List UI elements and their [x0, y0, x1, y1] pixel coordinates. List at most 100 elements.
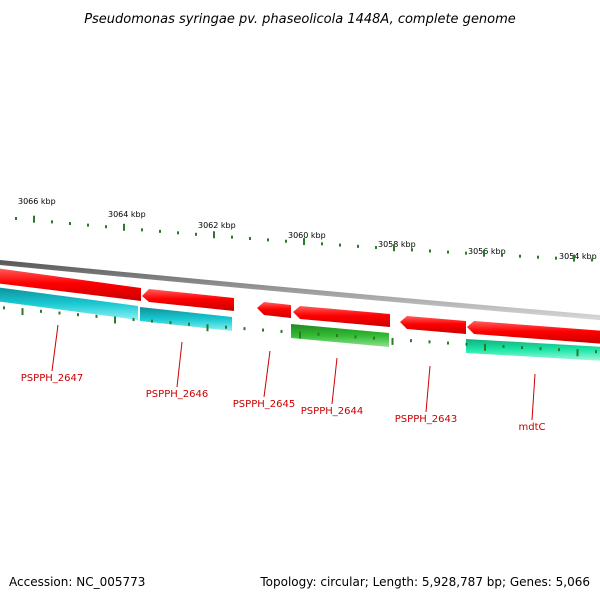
- scale-tick: [231, 235, 233, 239]
- scale-label: 3062 kbp: [198, 221, 236, 230]
- lower-tick: [299, 331, 301, 339]
- scale-tick: [321, 242, 323, 246]
- scale-tick: [249, 237, 251, 241]
- scale-ticks: 3066 kbp 3064 kbp 3062 kbp 3060 kbp 3058 kbp…: [15, 197, 597, 262]
- scale-label: 3054 kbp: [559, 252, 597, 261]
- lower-tick: [502, 344, 505, 348]
- lower-tick: [447, 341, 449, 345]
- lower-tick: [410, 339, 412, 343]
- gene-forward-1[interactable]: [0, 268, 141, 301]
- map-title: Pseudomonas syringae pv. phaseolicola 14…: [84, 12, 516, 27]
- genome-backbone: [0, 259, 600, 321]
- scale-tick: [339, 243, 341, 247]
- scale-tick: [429, 249, 431, 253]
- gene-PSPPH_2646[interactable]: [140, 307, 232, 331]
- scale-tick: [465, 251, 467, 255]
- lower-tick: [484, 343, 486, 351]
- lower-tick: [354, 335, 357, 339]
- scale-tick: [177, 231, 179, 235]
- lower-tick: [595, 350, 597, 354]
- lower-tick: [3, 306, 5, 310]
- gene-track: [0, 268, 600, 361]
- scale-tick: [267, 238, 269, 242]
- gene-mdtC[interactable]: [466, 339, 600, 361]
- scale-tick: [285, 239, 287, 243]
- scale-tick: [159, 229, 161, 233]
- scale-tick: [555, 256, 557, 260]
- lower-tick: [21, 308, 24, 316]
- callout-line: [331, 357, 338, 405]
- gene-forward-2[interactable]: [142, 289, 234, 311]
- scale-tick: [213, 231, 215, 239]
- accession-label: Accession: NC_005773: [9, 575, 145, 589]
- lower-tick: [262, 328, 264, 332]
- gene-callouts: PSPPH_2647 PSPPH_2646 PSPPH_2645 PSPPH_2644…: [21, 324, 546, 433]
- scale-tick: [105, 225, 107, 229]
- lower-tick: [95, 314, 98, 318]
- gene-forward-4[interactable]: [467, 321, 600, 344]
- scale-tick: [141, 228, 143, 232]
- lower-tick: [576, 349, 579, 357]
- scale-label: 3056 kbp: [468, 247, 506, 256]
- genome-info-label: Topology: circular; Length: 5,928,787 bp…: [259, 575, 590, 589]
- gene-forward-3[interactable]: [293, 306, 390, 327]
- lower-tick: [114, 316, 116, 324]
- callout-line: [531, 373, 536, 421]
- lower-tick: [428, 340, 431, 344]
- callout-line: [176, 341, 183, 388]
- scale-label: 3060 kbp: [288, 231, 326, 240]
- lower-tick: [169, 321, 172, 325]
- gene-label[interactable]: PSPPH_2647: [21, 373, 83, 384]
- lower-tick: [391, 337, 394, 345]
- lower-tick: [465, 342, 468, 346]
- scale-tick: [411, 248, 413, 252]
- scale-tick: [447, 250, 449, 254]
- scale-tick: [501, 253, 503, 257]
- scale-tick: [357, 244, 359, 248]
- gene-PSPPH_2647[interactable]: [0, 287, 138, 320]
- scale-tick: [15, 217, 17, 220]
- gene-PSPPH_2645[interactable]: [257, 302, 291, 318]
- scale-tick: [591, 258, 593, 262]
- scale-tick: [69, 222, 71, 226]
- lower-tick: [336, 334, 338, 338]
- scale-tick: [195, 232, 197, 236]
- callout-line: [51, 324, 59, 372]
- scale-tick: [33, 215, 35, 223]
- gene-label[interactable]: PSPPH_2643: [395, 414, 457, 425]
- lower-tick: [539, 347, 542, 351]
- scale-tick: [123, 223, 125, 231]
- scale-tick: [87, 223, 89, 227]
- lower-tick: [132, 318, 135, 322]
- lower-tick: [58, 311, 61, 315]
- scale-tick: [537, 255, 539, 259]
- scale-tick: [393, 244, 395, 252]
- lower-tick: [521, 346, 523, 350]
- gene-label[interactable]: PSPPH_2646: [146, 389, 208, 400]
- gene-PSPPH_2643[interactable]: [400, 316, 466, 334]
- lower-tick: [225, 325, 227, 329]
- scale-tick: [573, 254, 575, 262]
- lower-tick: [373, 336, 375, 340]
- gene-label[interactable]: PSPPH_2644: [301, 406, 363, 417]
- callout-line: [425, 365, 431, 413]
- scale-tick: [303, 238, 305, 246]
- lower-tick: [151, 319, 153, 323]
- lower-tick: [280, 329, 283, 333]
- scale-tick: [519, 254, 521, 258]
- lower-tick: [243, 327, 246, 331]
- gene-label[interactable]: PSPPH_2645: [233, 399, 295, 410]
- lower-tick: [40, 309, 42, 313]
- callout-line: [263, 350, 271, 398]
- lower-ticks: [3, 306, 597, 357]
- lower-tick: [77, 313, 79, 317]
- scale-label: 3058 kbp: [378, 240, 416, 249]
- gene-label[interactable]: mdtC: [519, 422, 546, 433]
- lower-tick: [317, 332, 320, 336]
- lower-tick: [558, 348, 560, 352]
- gene-PSPPH_2644[interactable]: [291, 324, 389, 347]
- lower-tick: [188, 322, 190, 326]
- scale-tick: [375, 246, 377, 250]
- scale-label: 3064 kbp: [108, 210, 146, 219]
